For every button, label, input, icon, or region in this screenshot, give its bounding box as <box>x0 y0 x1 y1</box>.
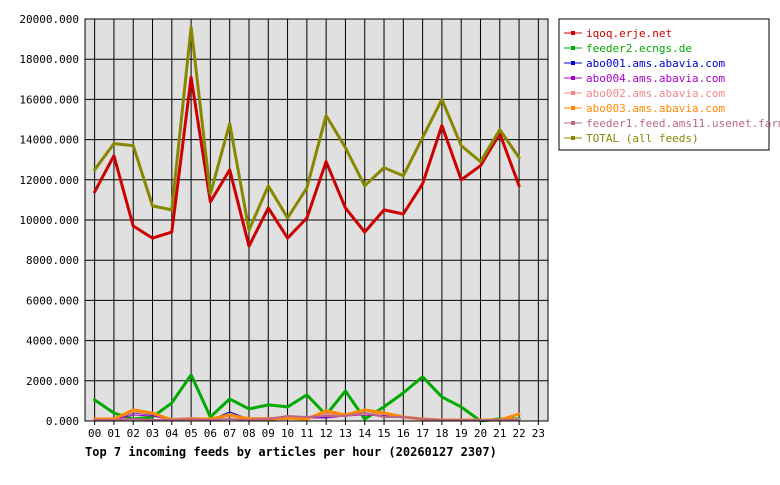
x-tick-label: 14 <box>358 427 372 440</box>
x-tick-label: 00 <box>88 427 101 440</box>
legend-label: feeder2.ecngs.de <box>586 42 692 55</box>
x-tick-label: 21 <box>493 427 506 440</box>
y-tick-label: 8000.000 <box>26 254 79 267</box>
y-tick-label: 4000.000 <box>26 335 79 348</box>
legend-label: feeder1.feed.ams11.usenet.farm <box>586 117 780 130</box>
x-tick-label: 08 <box>242 427 255 440</box>
x-tick-label: 02 <box>127 427 140 440</box>
legend-label: iqoq.erje.net <box>586 27 672 40</box>
y-tick-label: 0.000 <box>46 415 79 428</box>
legend-marker <box>571 121 575 125</box>
x-tick-label: 06 <box>204 427 217 440</box>
x-tick-label: 22 <box>512 427 525 440</box>
series-line-7 <box>93 25 521 232</box>
x-tick-label: 20 <box>474 427 487 440</box>
x-tick-label: 11 <box>300 427 313 440</box>
series-line-0 <box>93 75 521 248</box>
x-tick-label: 16 <box>397 427 410 440</box>
y-tick-label: 18000.000 <box>19 53 79 66</box>
x-tick-label: 15 <box>377 427 390 440</box>
x-tick-label: 10 <box>281 427 294 440</box>
x-tick-label: 17 <box>416 427 429 440</box>
x-tick-label: 23 <box>532 427 545 440</box>
y-tick-label: 14000.000 <box>19 134 79 147</box>
y-tick-label: 2000.000 <box>26 375 79 388</box>
series-line-1 <box>93 373 521 423</box>
legend: iqoq.erje.net feeder2.ecngs.de abo001.ams.… <box>558 18 780 151</box>
legend-marker <box>571 76 575 80</box>
legend-marker <box>571 61 575 65</box>
legend-label: abo004.ams.abavia.com <box>586 72 725 85</box>
y-axis-ticks: 0.000 2000.000 4000.000 6000.000 8000.000 100… <box>19 13 79 428</box>
y-tick-label: 20000.000 <box>19 13 79 26</box>
y-tick-label: 10000.000 <box>19 214 79 227</box>
y-tick-label: 16000.000 <box>19 93 79 106</box>
legend-marker <box>571 46 575 50</box>
x-tick-label: 12 <box>320 427 333 440</box>
y-tick-label: 12000.000 <box>19 174 79 187</box>
series-line-6 <box>93 412 521 421</box>
x-tick-label: 04 <box>165 427 179 440</box>
legend-marker <box>571 106 575 110</box>
series-layer <box>93 25 521 423</box>
legend-label: TOTAL (all feeds) <box>586 132 699 145</box>
legend-marker <box>571 136 575 140</box>
legend-marker <box>571 31 575 35</box>
x-tick-label: 19 <box>455 427 468 440</box>
x-tick-label: 07 <box>223 427 236 440</box>
x-tick-label: 18 <box>435 427 448 440</box>
plot-border <box>84 18 549 422</box>
x-axis-ticks: 00 01 02 03 04 05 06 07 08 09 10 11 12 13 14 15 16 17 18 19… <box>88 421 545 440</box>
x-tick-label: 05 <box>184 427 197 440</box>
legend-label: abo001.ams.abavia.com <box>586 57 725 70</box>
x-tick-label: 03 <box>146 427 159 440</box>
y-tick-label: 6000.000 <box>26 294 79 307</box>
legend-label: abo002.ams.abavia.com <box>586 87 725 100</box>
chart-title: Top 7 incoming feeds by articles per hou… <box>85 445 497 459</box>
x-tick-label: 01 <box>107 427 120 440</box>
x-tick-label: 09 <box>262 427 275 440</box>
x-tick-label: 13 <box>339 427 352 440</box>
legend-label: abo003.ams.abavia.com <box>586 102 725 115</box>
legend-marker <box>571 91 575 95</box>
legend-box <box>558 18 770 151</box>
